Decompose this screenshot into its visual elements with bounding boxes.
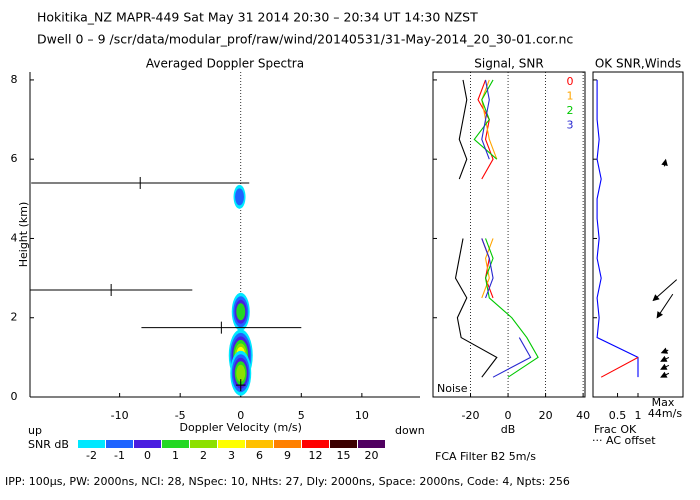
colorbar-label: 0 (144, 449, 151, 462)
legend-label: 2 (567, 104, 574, 117)
wind-max-speed: 44m/s (648, 407, 682, 420)
colorbar-up: up (28, 424, 42, 437)
x-axis-label: dB (501, 423, 516, 436)
x-axis-note: ··· AC offset (592, 434, 656, 447)
y-axis-label: Height (km) (17, 202, 30, 268)
y-tick-label: 6 (11, 152, 18, 165)
wind-head (661, 158, 668, 166)
x-tick-label: 20 (539, 409, 553, 422)
noise-line (458, 79, 468, 180)
wind-arrow (661, 158, 668, 167)
frac-ok-line (596, 79, 639, 378)
noise-label: Noise (437, 382, 468, 395)
colorbar-label: -1 (114, 449, 125, 462)
colorbar-label: 3 (228, 449, 235, 462)
noise-line (454, 238, 498, 378)
wind-arrow (652, 279, 678, 302)
snr-line (473, 79, 498, 160)
wind-head (656, 311, 664, 319)
legend-label: 3 (567, 119, 574, 132)
error-bar (31, 176, 250, 189)
colorbar-label: 9 (284, 449, 291, 462)
x-tick-label: 0 (237, 409, 244, 422)
x-tick-label: -5 (175, 409, 186, 422)
wind-arrow (660, 363, 670, 370)
colorbar-swatch (358, 440, 385, 448)
wind-arrow (660, 355, 670, 362)
y-tick-label: 2 (11, 311, 18, 324)
colorbar-swatch (302, 440, 329, 448)
snr-line (492, 337, 532, 378)
x-axis-label: Frac OK (594, 423, 637, 436)
header-title: Hokitika_NZ MAPR-449 Sat May 31 2014 20:… (37, 10, 478, 25)
x-tick-label: 0.5 (609, 409, 627, 422)
x-tick-label: -20 (462, 409, 480, 422)
panel-title: OK SNR,Winds (595, 57, 681, 71)
echo-contour (236, 303, 246, 321)
snr-line (484, 238, 539, 378)
panel-title: Averaged Doppler Spectra (146, 57, 304, 71)
colorbar-label: -2 (86, 449, 97, 462)
wind-head (660, 347, 669, 354)
colorbar-label: 1 (172, 449, 179, 462)
y-tick-label: 4 (11, 231, 18, 244)
wind-arrow (660, 347, 669, 354)
colorbar-swatch (190, 440, 217, 448)
frac-ok-line (600, 356, 639, 378)
footer-params: IPP: 100µs, PW: 2000ns, NCI: 28, NSpec: … (5, 475, 570, 488)
colorbar-swatch (330, 440, 357, 448)
colorbar-label: 20 (365, 449, 379, 462)
error-bar (30, 283, 193, 296)
x-tick-label: 1 (635, 409, 642, 422)
y-tick-label: 8 (11, 73, 18, 86)
colorbar-label: 12 (309, 449, 323, 462)
x-tick-label: 10 (355, 409, 369, 422)
panel-title: Signal, SNR (474, 57, 543, 71)
wind-arrow (656, 293, 674, 319)
wind-head (660, 363, 668, 370)
colorbar-swatch (78, 440, 105, 448)
colorbar-swatch (134, 440, 161, 448)
x-tick-label: 40 (576, 409, 590, 422)
colorbar-swatch (162, 440, 189, 448)
wind-head (652, 294, 660, 302)
colorbar-swatch (106, 440, 133, 448)
colorbar-down: down (395, 424, 425, 437)
colorbar-label: 6 (256, 449, 263, 462)
legend-label: 1 (567, 90, 574, 103)
snr-line (481, 238, 494, 299)
wind-head (660, 355, 668, 362)
colorbar-label: 2 (200, 449, 207, 462)
colorbar-swatch (218, 440, 245, 448)
wind-arrow (660, 371, 670, 378)
colorbar-swatch (274, 440, 301, 448)
x-tick-label: 5 (298, 409, 305, 422)
x-axis-label: Doppler Velocity (m/s) (180, 421, 302, 434)
colorbar-title: SNR dB (28, 438, 69, 451)
wind-max-label: Max (652, 396, 675, 409)
wind-head (660, 371, 668, 378)
x-tick-label: 0 (505, 409, 512, 422)
header-file: Dwell 0 – 9 /scr/data/modular_prof/raw/w… (37, 32, 573, 47)
colorbar-swatch (246, 440, 273, 448)
panel-frame (592, 71, 684, 398)
filter-note: FCA Filter B2 5m/s (435, 450, 536, 463)
colorbar-label: 15 (337, 449, 351, 462)
y-tick-label: 0 (11, 390, 18, 403)
x-tick-label: -10 (111, 409, 129, 422)
echo-contour (236, 364, 246, 382)
error-bar (141, 321, 302, 334)
snr-line (477, 79, 494, 180)
legend-label: 0 (567, 75, 574, 88)
echo-contour (235, 188, 245, 206)
panel-frame (432, 71, 586, 398)
error-bar (235, 379, 246, 392)
snr-line (481, 79, 490, 160)
